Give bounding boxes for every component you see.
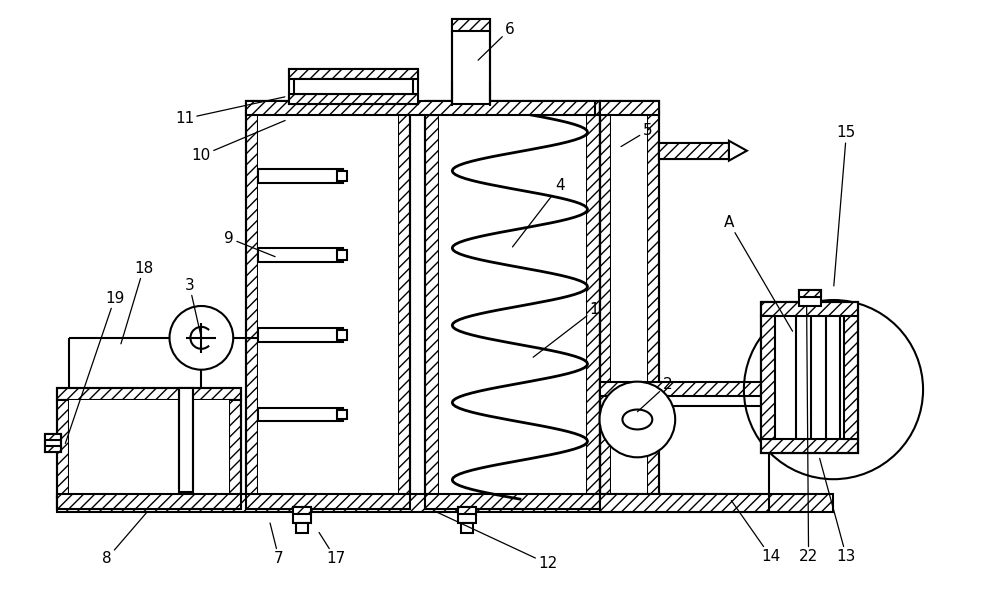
Bar xyxy=(246,101,410,113)
Bar xyxy=(775,316,844,439)
Text: 8: 8 xyxy=(102,512,147,566)
Bar xyxy=(600,494,769,512)
Bar xyxy=(600,101,659,113)
Text: 7: 7 xyxy=(270,523,284,566)
Bar xyxy=(289,94,418,104)
Text: 5: 5 xyxy=(621,123,652,147)
Bar xyxy=(398,113,410,497)
Bar xyxy=(600,497,659,509)
Bar xyxy=(461,523,473,533)
Bar xyxy=(57,387,241,400)
Text: 10: 10 xyxy=(192,120,285,163)
Text: 13: 13 xyxy=(820,458,856,565)
Bar xyxy=(761,316,775,439)
Bar xyxy=(659,143,729,159)
Bar xyxy=(425,101,600,509)
Bar xyxy=(425,495,600,509)
Bar xyxy=(57,497,241,509)
Bar xyxy=(844,316,858,439)
Text: 6: 6 xyxy=(478,22,515,60)
Bar xyxy=(337,330,347,340)
Bar xyxy=(258,113,398,497)
Text: 18: 18 xyxy=(121,261,153,344)
Bar xyxy=(258,328,343,342)
Text: 9: 9 xyxy=(224,231,275,257)
Circle shape xyxy=(170,306,233,370)
Bar xyxy=(45,434,61,452)
Bar xyxy=(761,439,858,453)
Text: 15: 15 xyxy=(834,125,856,286)
Text: 14: 14 xyxy=(731,500,780,565)
Bar xyxy=(425,101,600,115)
Bar xyxy=(337,170,347,181)
Bar xyxy=(586,115,600,495)
Bar xyxy=(57,387,241,509)
Text: 1: 1 xyxy=(533,302,599,357)
Bar xyxy=(799,290,821,306)
Bar xyxy=(293,507,311,514)
Bar xyxy=(611,113,647,497)
Bar xyxy=(289,69,418,104)
Bar xyxy=(600,382,769,395)
Bar xyxy=(600,101,659,509)
Bar xyxy=(425,115,439,495)
Bar xyxy=(439,115,586,495)
Bar xyxy=(337,251,347,260)
Bar xyxy=(337,409,347,420)
Bar xyxy=(452,20,490,104)
Bar xyxy=(57,400,69,497)
Bar xyxy=(600,113,611,497)
Text: 4: 4 xyxy=(512,178,565,247)
Text: 11: 11 xyxy=(175,97,285,126)
Bar xyxy=(458,507,476,514)
Bar xyxy=(647,113,659,497)
Bar xyxy=(293,507,311,523)
Bar xyxy=(761,302,858,316)
Bar xyxy=(659,143,729,159)
Bar xyxy=(761,302,858,453)
Bar xyxy=(761,302,858,453)
Bar xyxy=(294,79,413,94)
Text: 12: 12 xyxy=(434,511,557,571)
Bar xyxy=(45,434,61,441)
Text: 3: 3 xyxy=(185,277,200,334)
Bar xyxy=(179,387,193,492)
Circle shape xyxy=(600,382,675,457)
Text: 2: 2 xyxy=(637,377,672,412)
Bar xyxy=(452,20,490,31)
Bar xyxy=(458,507,476,523)
Bar xyxy=(69,400,229,497)
Text: 19: 19 xyxy=(65,291,124,444)
Text: 17: 17 xyxy=(319,533,345,566)
Bar xyxy=(45,447,61,452)
Polygon shape xyxy=(729,141,747,161)
Bar xyxy=(258,169,343,183)
Text: A: A xyxy=(724,215,793,331)
Bar xyxy=(246,101,410,509)
Bar xyxy=(296,523,308,533)
Bar xyxy=(600,101,659,115)
Bar xyxy=(258,408,343,422)
Bar xyxy=(289,69,418,79)
Bar xyxy=(246,101,595,115)
Bar xyxy=(799,290,821,297)
Bar xyxy=(246,497,410,509)
Bar xyxy=(229,400,241,497)
Bar xyxy=(258,248,343,262)
Bar xyxy=(246,113,258,497)
Text: 22: 22 xyxy=(799,306,818,565)
Bar xyxy=(57,494,833,512)
